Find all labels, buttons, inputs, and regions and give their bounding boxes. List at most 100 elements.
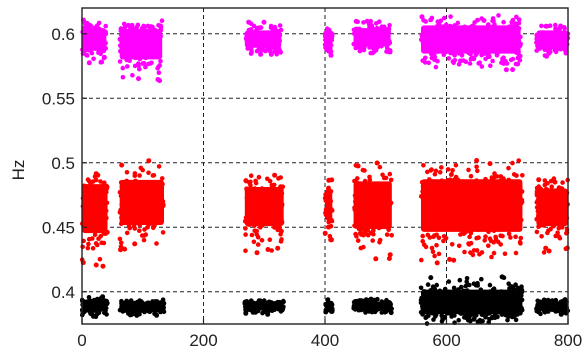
data-point xyxy=(261,19,267,25)
data-point xyxy=(120,74,126,80)
data-point xyxy=(259,196,265,202)
data-point xyxy=(503,67,509,73)
data-point xyxy=(243,304,248,310)
data-point xyxy=(267,237,273,242)
data-point xyxy=(450,300,456,306)
data-point xyxy=(539,23,544,29)
data-point xyxy=(244,31,249,37)
data-point xyxy=(85,28,90,34)
data-point xyxy=(434,260,440,266)
data-point xyxy=(450,168,455,173)
data-point xyxy=(371,206,377,212)
data-point xyxy=(374,201,380,207)
data-point xyxy=(255,42,260,47)
data-point xyxy=(473,283,479,288)
data-point xyxy=(389,233,395,238)
data-point xyxy=(478,36,483,41)
data-point xyxy=(499,181,505,187)
data-point xyxy=(368,36,373,42)
data-point xyxy=(246,19,252,25)
data-point xyxy=(488,238,494,244)
data-point xyxy=(475,17,480,23)
data-point xyxy=(427,189,433,194)
data-point xyxy=(514,35,519,40)
data-point xyxy=(419,33,425,38)
data-point xyxy=(436,251,442,257)
data-point xyxy=(458,25,463,31)
data-point xyxy=(440,46,445,51)
data-point xyxy=(260,223,265,228)
data-point xyxy=(254,228,259,234)
data-point xyxy=(497,36,502,42)
data-point xyxy=(381,196,387,201)
data-point xyxy=(508,235,513,240)
data-point xyxy=(507,47,513,52)
data-point xyxy=(418,300,424,306)
data-point xyxy=(361,244,366,250)
data-point xyxy=(458,232,463,237)
data-point xyxy=(556,195,561,201)
data-point xyxy=(435,200,440,205)
data-point xyxy=(278,27,284,33)
data-point xyxy=(120,54,125,60)
data-point xyxy=(100,196,105,201)
data-point xyxy=(420,233,426,239)
data-point xyxy=(545,194,551,199)
data-point xyxy=(467,318,473,324)
data-point xyxy=(385,29,391,34)
data-point xyxy=(548,36,553,41)
data-point xyxy=(483,226,489,232)
data-point xyxy=(462,249,467,255)
data-point xyxy=(134,313,140,318)
data-point xyxy=(369,23,375,29)
data-point xyxy=(451,257,457,263)
data-point xyxy=(133,200,139,206)
data-point xyxy=(419,14,425,20)
data-point xyxy=(386,224,392,229)
data-point xyxy=(451,189,456,195)
data-point xyxy=(491,303,496,309)
data-point xyxy=(514,14,519,20)
data-point xyxy=(459,53,465,58)
data-point xyxy=(249,232,255,238)
data-point xyxy=(442,15,447,21)
data-point xyxy=(501,61,507,66)
data-point xyxy=(503,191,509,197)
data-point xyxy=(103,23,108,29)
data-point xyxy=(432,171,438,177)
data-point xyxy=(125,308,130,314)
data-point xyxy=(475,168,480,174)
data-point xyxy=(501,19,506,25)
data-point xyxy=(367,174,372,180)
data-point xyxy=(103,31,109,37)
data-point xyxy=(126,224,132,229)
data-point xyxy=(439,310,445,316)
data-point xyxy=(271,209,276,214)
data-point xyxy=(361,187,366,193)
data-point xyxy=(123,184,128,189)
data-point xyxy=(85,53,90,58)
data-point xyxy=(498,242,504,247)
y-tick-label: 0.45 xyxy=(42,218,75,237)
data-point xyxy=(246,200,252,205)
data-point xyxy=(544,308,550,314)
data-point xyxy=(509,191,514,196)
data-point xyxy=(479,311,484,317)
data-point xyxy=(501,55,506,60)
data-point xyxy=(131,28,136,33)
data-point xyxy=(419,257,424,263)
data-point xyxy=(269,248,275,253)
data-point xyxy=(534,308,540,314)
data-point xyxy=(453,163,459,168)
data-point xyxy=(445,178,451,183)
data-point xyxy=(472,196,478,202)
data-point xyxy=(457,277,463,283)
data-point xyxy=(360,45,366,51)
data-point xyxy=(251,239,257,245)
data-point xyxy=(456,288,461,294)
data-point xyxy=(452,289,458,294)
data-point xyxy=(387,171,393,177)
data-point xyxy=(439,165,444,170)
data-point xyxy=(434,293,439,298)
data-point xyxy=(144,43,149,48)
